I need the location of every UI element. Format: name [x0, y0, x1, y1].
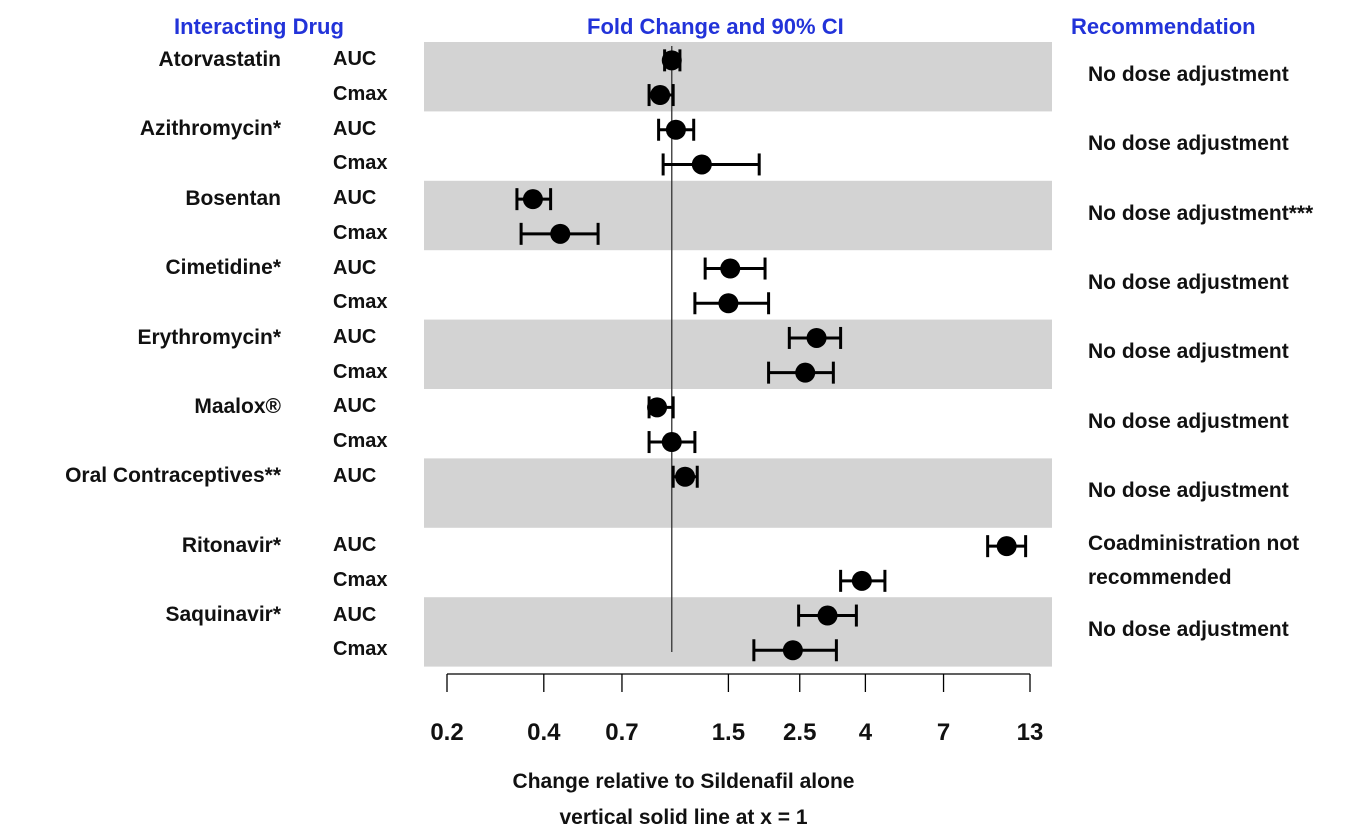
drug-label: Saquinavir*	[165, 603, 281, 627]
point-estimate	[806, 327, 827, 348]
x-tick-label: 0.7	[605, 719, 638, 746]
recommendation-text: No dose adjustment	[1088, 340, 1289, 364]
metric-label: AUC	[333, 256, 377, 279]
metric-label: AUC	[333, 48, 377, 71]
metric-label: AUC	[333, 325, 377, 348]
x-axis-note: vertical solid line at x = 1	[559, 806, 808, 829]
x-tick-label: 4	[859, 719, 873, 746]
x-tick-label: 0.4	[527, 719, 561, 746]
x-tick-label: 0.2	[430, 719, 463, 746]
point-estimate	[720, 258, 741, 279]
drug-label: Azithromycin*	[139, 117, 281, 141]
point-estimate	[647, 397, 668, 418]
recommendation-text: No dose adjustment	[1088, 62, 1289, 86]
metric-label: Cmax	[333, 568, 388, 591]
metric-label: Cmax	[333, 360, 388, 383]
drug-label: Atorvastatin	[158, 48, 281, 71]
x-axis-label: Change relative to Sildenafil alone	[512, 770, 855, 793]
drug-label: Cimetidine*	[165, 256, 281, 280]
recommendation-text: No dose adjustment	[1088, 132, 1289, 156]
point-estimate	[795, 362, 816, 383]
recommendation-text: No dose adjustment	[1088, 617, 1289, 641]
point-estimate	[550, 223, 571, 244]
point-estimate	[650, 85, 671, 106]
point-estimate	[782, 640, 803, 661]
metric-label: Cmax	[333, 152, 388, 175]
metric-label: Cmax	[333, 221, 388, 244]
x-tick-label: 2.5	[783, 719, 816, 746]
point-estimate	[665, 119, 686, 140]
metric-label: Cmax	[333, 291, 388, 314]
recommendation-text: No dose adjustment	[1088, 270, 1289, 294]
metric-label: Cmax	[333, 83, 388, 106]
point-estimate	[675, 466, 696, 487]
x-tick-label: 13	[1017, 719, 1044, 746]
metric-label: AUC	[333, 117, 377, 140]
point-estimate	[817, 605, 838, 626]
metric-label: AUC	[333, 603, 377, 626]
point-estimate	[851, 570, 872, 591]
point-estimate	[718, 293, 739, 314]
point-estimate	[522, 189, 543, 210]
recommendation-text: No dose adjustment***	[1088, 201, 1314, 225]
point-estimate	[661, 50, 682, 71]
metric-label: AUC	[333, 464, 377, 487]
drug-label: Ritonavir*	[181, 533, 281, 557]
group-band	[424, 597, 1052, 667]
metric-label: Cmax	[333, 430, 388, 453]
x-tick-label: 1.5	[712, 719, 745, 746]
group-band	[424, 319, 1052, 389]
drug-label: Bosentan	[185, 186, 281, 210]
recommendation-text: No dose adjustment	[1088, 409, 1289, 433]
metric-label: Cmax	[333, 638, 388, 661]
drug-label: Maalox®	[194, 395, 281, 418]
group-band	[424, 458, 1052, 528]
recommendation-text: No dose adjustment	[1088, 479, 1289, 503]
header-fold-change: Fold Change and 90% CI	[587, 14, 844, 39]
recommendation-text: recommended	[1088, 565, 1232, 589]
point-estimate	[996, 536, 1017, 557]
header-interacting-drug: Interacting Drug	[174, 14, 344, 39]
x-tick-label: 7	[937, 719, 950, 746]
metric-label: AUC	[333, 534, 377, 557]
header-recommendation: Recommendation	[1071, 14, 1256, 39]
drug-label: Erythromycin*	[137, 325, 281, 349]
point-estimate	[691, 154, 712, 175]
recommendation-text: Coadministration not	[1088, 531, 1300, 555]
group-band	[424, 42, 1052, 112]
metric-label: AUC	[333, 187, 377, 210]
metric-label: AUC	[333, 395, 377, 418]
drug-label: Oral Contraceptives**	[65, 464, 281, 488]
point-estimate	[661, 432, 682, 453]
